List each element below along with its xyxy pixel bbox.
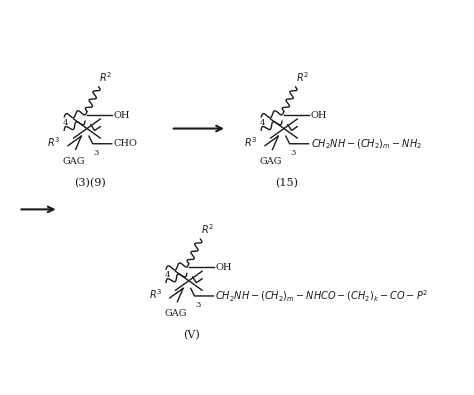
Text: OH: OH [114, 111, 130, 120]
Text: 4: 4 [63, 119, 68, 127]
Text: 3: 3 [196, 301, 201, 309]
Text: GAG: GAG [259, 157, 282, 166]
Text: GAG: GAG [63, 157, 85, 166]
Text: $CH_2NH-(CH_2)_m-NHCO-(CH_2)_k-CO-P^2$: $CH_2NH-(CH_2)_m-NHCO-(CH_2)_k-CO-P^2$ [215, 288, 428, 304]
Text: $\mathit{R}^3$: $\mathit{R}^3$ [244, 135, 257, 149]
Text: 3: 3 [94, 149, 99, 156]
Text: OH: OH [215, 263, 232, 272]
Text: (15): (15) [275, 178, 298, 188]
Text: $\mathit{R}^2$: $\mathit{R}^2$ [100, 70, 112, 84]
Text: $CH_2NH-(CH_2)_m-NH_2$: $CH_2NH-(CH_2)_m-NH_2$ [310, 137, 421, 150]
Text: $\mathit{R}^2$: $\mathit{R}^2$ [296, 70, 310, 84]
Text: $\mathit{R}^3$: $\mathit{R}^3$ [47, 135, 60, 149]
Text: (V): (V) [183, 330, 200, 340]
Text: 4: 4 [164, 271, 170, 279]
Text: (3)(9): (3)(9) [74, 178, 106, 188]
Text: 4: 4 [259, 119, 265, 127]
Text: $\mathit{R}^3$: $\mathit{R}^3$ [149, 287, 162, 301]
Text: 3: 3 [291, 149, 296, 156]
Text: $\mathit{R}^2$: $\mathit{R}^2$ [201, 222, 214, 236]
Text: GAG: GAG [164, 309, 187, 318]
Text: OH: OH [310, 111, 327, 120]
Text: CHO: CHO [114, 139, 137, 148]
